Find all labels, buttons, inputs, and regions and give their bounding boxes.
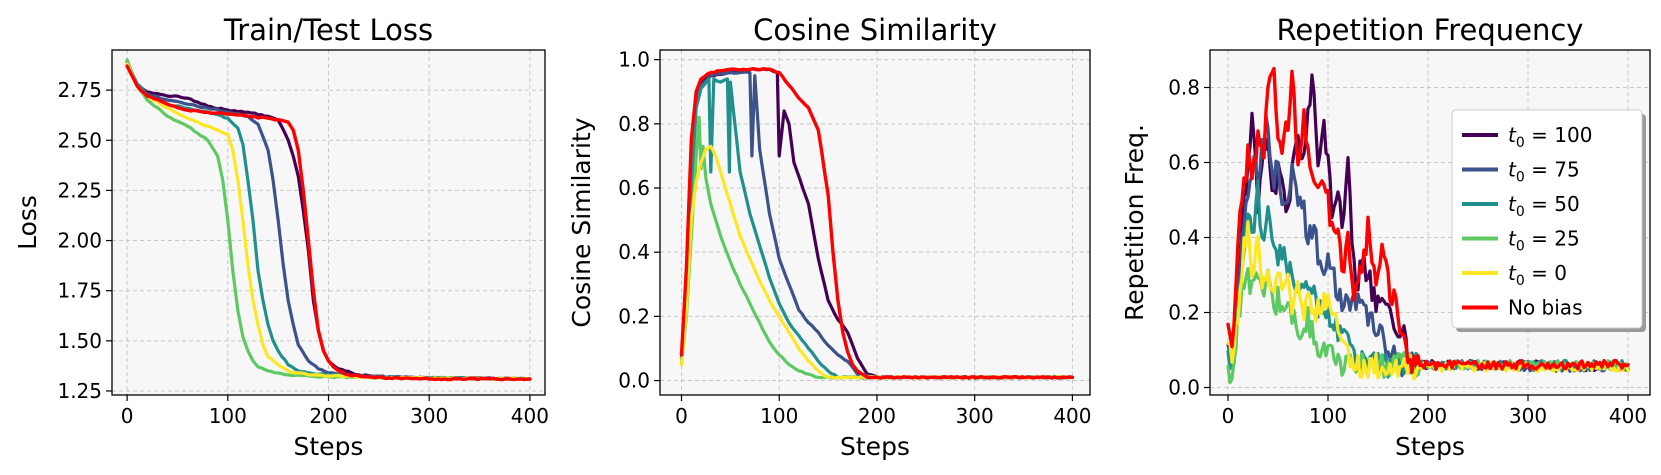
axes-frame — [111, 49, 546, 396]
x-tick-label: 300 — [956, 404, 994, 428]
legend-label-t100: t0 = 100 — [1508, 123, 1592, 151]
y-tick-label: 0.2 — [618, 304, 650, 328]
series-group — [1226, 66, 1630, 385]
y-tick-label: 2.00 — [57, 229, 102, 253]
x-axis-label: Steps — [1395, 432, 1465, 461]
axes-frame — [659, 49, 1091, 396]
y-tick-label: 1.75 — [57, 279, 102, 303]
chart-panel-1: 0 100 200 300 400 1.25 1.50 1.75 2.00 2.25 2.50 2.7… — [13, 13, 549, 461]
y-tick-label: 0.4 — [1168, 226, 1200, 250]
x-tick-label: 400 — [511, 404, 549, 428]
x-tick-label: 200 — [1409, 404, 1447, 428]
legend-label-t75: t0 = 75 — [1508, 158, 1580, 186]
legend-box — [1451, 109, 1643, 329]
axes-frame — [1209, 49, 1651, 396]
series-group — [679, 67, 1075, 380]
x-tick-label: 0 — [675, 404, 688, 428]
chart-title: Cosine Similarity — [753, 13, 997, 47]
legend-label-nobias: No bias — [1508, 296, 1582, 320]
chart-title: Repetition Frequency — [1277, 13, 1584, 47]
x-tick-label: 100 — [760, 404, 798, 428]
chart-title: Train/Test Loss — [223, 13, 433, 47]
x-tick-label: 100 — [209, 404, 247, 428]
x-tick-label: 300 — [410, 404, 448, 428]
y-tick-label: 0.4 — [618, 240, 650, 264]
chart-panel-3: 0 100 200 300 400 0.0 0.2 0.4 0.6 0.8 Repetition F… — [1120, 13, 1651, 461]
y-axis-label: Loss — [13, 195, 42, 250]
plot-area — [660, 50, 1090, 395]
x-axis-label: Steps — [840, 432, 910, 461]
y-axis-label: Repetition Freq. — [1120, 124, 1149, 321]
chart-panel-2: 0 100 200 300 400 0.0 0.2 0.4 0.6 0.8 1.0 Cosine Si… — [567, 13, 1092, 461]
y-tick-label: 2.50 — [57, 128, 102, 152]
x-tick-label: 200 — [309, 404, 347, 428]
y-axis-label: Cosine Similarity — [567, 117, 596, 327]
x-tick-label: 100 — [1309, 404, 1347, 428]
legend: t0 = 100 t0 = 75 t0 = 50 t0 = 25 t0 = 0 No bi… — [1451, 109, 1646, 332]
y-tick-label: 0.0 — [618, 369, 650, 393]
x-axis-label: Steps — [294, 432, 364, 461]
x-tick-label: 200 — [858, 404, 896, 428]
legend-label-t0: t0 = 0 — [1508, 261, 1567, 289]
x-tick-label: 0 — [121, 404, 134, 428]
legend-label-t25: t0 = 25 — [1508, 227, 1580, 255]
y-tick-label: 0.6 — [1168, 151, 1200, 175]
x-tick-label: 300 — [1509, 404, 1547, 428]
x-tick-label: 400 — [1609, 404, 1647, 428]
y-tick-label: 0.6 — [618, 176, 650, 200]
series-group — [125, 58, 532, 382]
x-tick-label: 400 — [1053, 404, 1091, 428]
y-tick-label: 0.0 — [1168, 376, 1200, 400]
y-tick-label: 1.50 — [57, 329, 102, 353]
y-tick-label: 2.25 — [57, 178, 102, 202]
y-tick-label: 2.75 — [57, 78, 102, 102]
y-tick-label: 0.8 — [1168, 76, 1200, 100]
y-tick-label: 1.25 — [57, 379, 102, 403]
y-tick-label: 0.8 — [618, 112, 650, 136]
y-tick-label: 1.0 — [618, 48, 650, 72]
y-tick-label: 0.2 — [1168, 301, 1200, 325]
legend-label-t50: t0 = 50 — [1508, 192, 1580, 220]
series-line-nobias — [1226, 66, 1630, 374]
series-line-nobias — [125, 64, 532, 382]
series-line-nobias — [679, 67, 1075, 380]
x-tick-label: 0 — [1222, 404, 1235, 428]
